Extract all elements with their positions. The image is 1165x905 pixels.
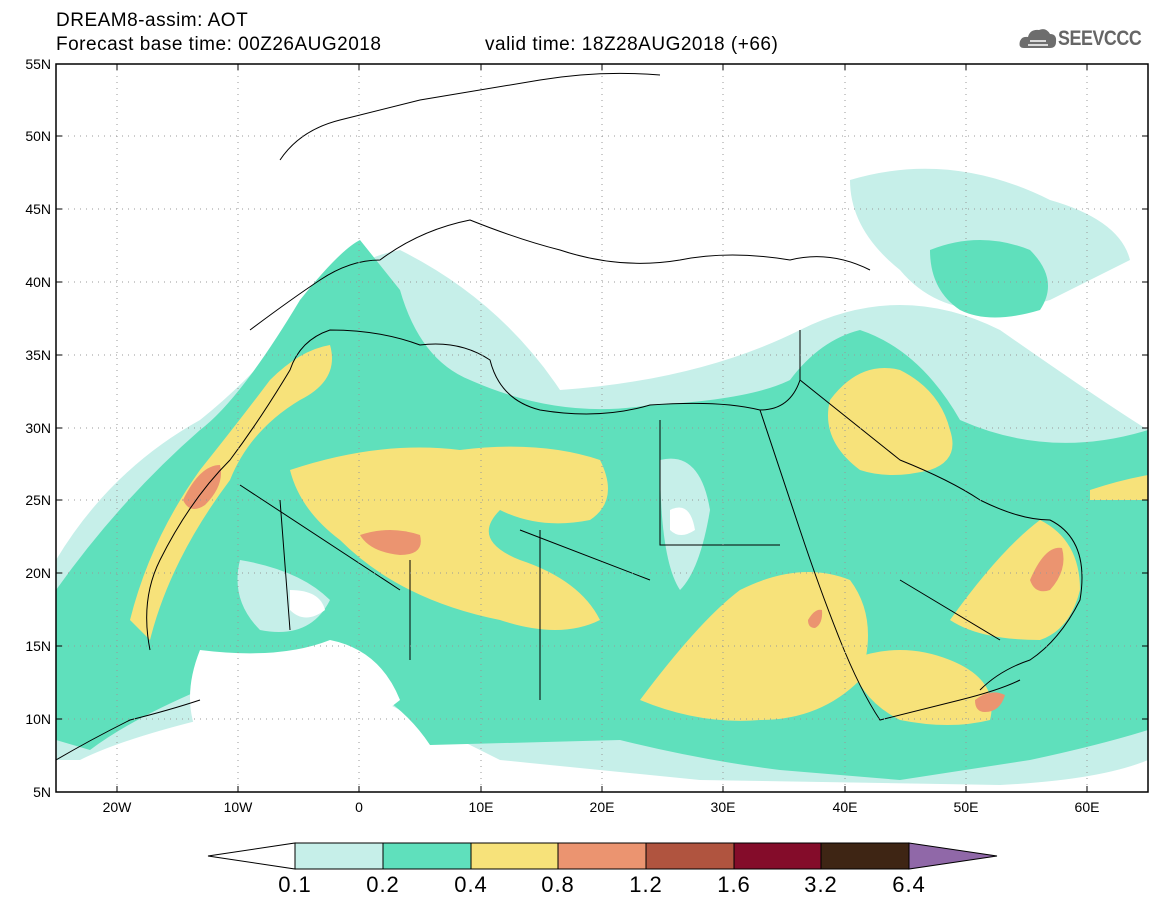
lat-label: 20N [25,565,51,581]
colorbar-bin-3 [470,842,559,870]
lon-label: 20W [102,799,132,815]
lat-label: 50N [25,128,51,144]
lat-label: 25N [25,492,51,508]
colorbar-label: 3.2 [804,872,838,897]
colorbar-label: 0.8 [541,872,575,897]
lon-label: 50E [953,799,979,815]
logo-text: SEEVCCC [1058,27,1142,50]
lat-label: 45N [25,201,51,217]
lat-label: 5N [33,784,51,800]
lon-label: 10E [468,799,494,815]
colorbar-bin-6 [733,842,822,870]
lon-label: 40E [832,799,858,815]
lat-label: 10N [25,711,51,727]
lon-label: 60E [1074,799,1100,815]
aot-band-0.4 [130,345,1148,725]
colorbar-label: 6.4 [892,872,926,897]
aot-band-0.8 [183,465,1064,712]
lat-label: 15N [25,638,51,654]
colorbar [207,842,998,870]
chart-title: DREAM8-assim: AOT [56,10,249,31]
lon-label: 10W [223,799,253,815]
grid [56,64,1148,792]
coastlines [56,72,1083,761]
colorbar-bin-4 [557,842,647,870]
forecast-base-time: Forecast base time: 00Z26AUG2018 [56,34,382,55]
lat-label: 35N [25,347,51,363]
colorbar-bin-2 [382,842,472,870]
valid-time: valid time: 18Z28AUG2018 (+66) [485,34,779,55]
colorbar-label: 0.1 [278,872,312,897]
lon-label: 0 [355,799,363,815]
colorbar-bin-5 [645,842,735,870]
colorbar-label: 1.6 [717,872,751,897]
colorbar-bin-7 [820,842,910,870]
lon-label: 30E [710,799,736,815]
colorbar-bin-1 [294,842,384,870]
lat-label: 30N [25,420,51,436]
colorbar-label: 0.4 [454,872,488,897]
lon-label: 20E [589,799,615,815]
lat-label: 55N [25,56,51,72]
colorbar-over [908,842,998,870]
cloud-icon [1019,29,1057,48]
lat-label: 40N [25,274,51,290]
colorbar-label: 1.2 [629,872,663,897]
colorbar-label: 0.2 [366,872,400,897]
colorbar-under [207,842,296,870]
